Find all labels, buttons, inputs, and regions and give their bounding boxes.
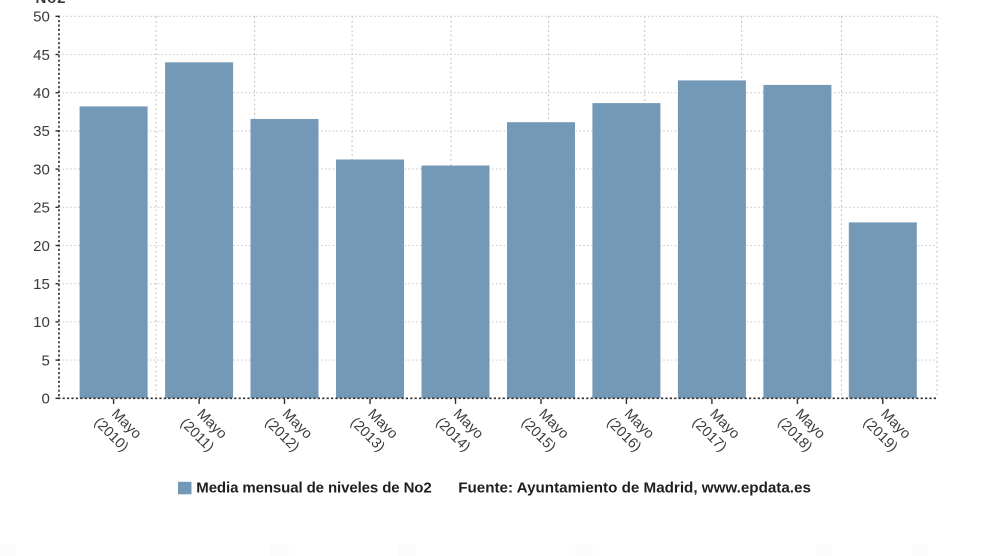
svg-text:40: 40	[33, 85, 50, 102]
svg-text:15: 15	[33, 276, 50, 293]
svg-text:45: 45	[33, 47, 50, 64]
svg-text:No2: No2	[36, 0, 67, 7]
svg-text:25: 25	[33, 200, 50, 217]
svg-text:10: 10	[33, 314, 50, 331]
svg-text:Fuente: Ayuntamiento de Madrid: Fuente: Ayuntamiento de Madrid, www.epda…	[458, 480, 811, 497]
svg-text:Mayo(2017): Mayo(2017)	[689, 402, 743, 456]
svg-text:Mayo(2014): Mayo(2014)	[433, 402, 487, 456]
svg-text:Media mensual de niveles de No: Media mensual de niveles de No2	[196, 480, 431, 497]
svg-text:Mayo(2010): Mayo(2010)	[91, 402, 145, 456]
svg-text:Mayo(2012): Mayo(2012)	[262, 402, 316, 456]
svg-text:30: 30	[33, 161, 50, 178]
svg-text:20: 20	[33, 238, 50, 255]
svg-text:Mayo(2018): Mayo(2018)	[774, 402, 828, 456]
svg-text:Mayo(2015): Mayo(2015)	[518, 402, 572, 456]
svg-text:Mayo(2016): Mayo(2016)	[603, 402, 657, 456]
svg-text:Mayo(2011): Mayo(2011)	[177, 402, 230, 455]
svg-text:5: 5	[41, 352, 49, 369]
svg-text:Mayo(2013): Mayo(2013)	[347, 402, 401, 456]
svg-text:0: 0	[41, 391, 49, 408]
svg-text:50: 50	[33, 9, 50, 26]
svg-text:35: 35	[33, 123, 50, 140]
svg-text:Mayo(2019): Mayo(2019)	[860, 402, 914, 456]
